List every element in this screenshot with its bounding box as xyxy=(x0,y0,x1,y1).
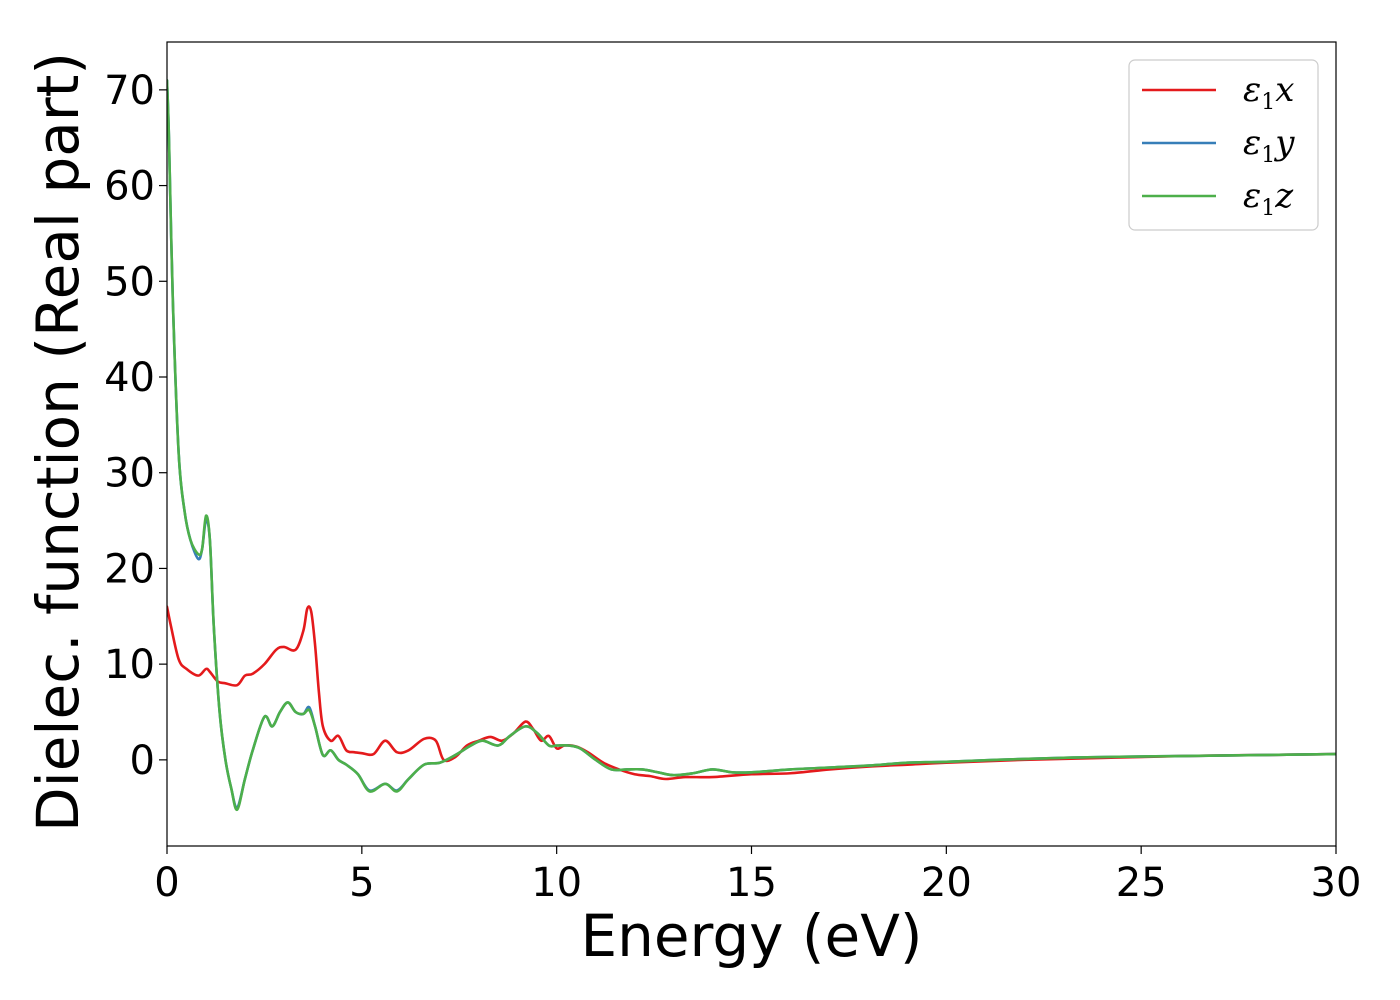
legend-label-z: ε1z xyxy=(1243,176,1294,221)
x-tick-label: 25 xyxy=(1116,860,1167,906)
legend-box xyxy=(1128,59,1319,231)
x-tick-label: 30 xyxy=(1311,860,1362,906)
y-axis: 0 10 20 30 40 50 60 70 xyxy=(104,68,167,784)
legend-label-x: ε1x xyxy=(1243,70,1294,115)
x-axis-title: Energy (eV) xyxy=(580,902,922,970)
x-tick-label: 15 xyxy=(726,860,777,906)
legend: ε1x ε1y ε1z xyxy=(1128,59,1319,231)
y-axis-title: Dielec. function (Real part) xyxy=(24,52,92,832)
y-tick-label: 60 xyxy=(104,164,155,210)
y-tick-label: 20 xyxy=(104,546,155,592)
x-tick-label: 5 xyxy=(349,860,374,906)
x-tick-label: 10 xyxy=(531,860,582,906)
x-tick-label: 20 xyxy=(921,860,972,906)
y-tick-label: 40 xyxy=(104,355,155,401)
y-tick-label: 70 xyxy=(104,68,155,114)
legend-label-y: ε1y xyxy=(1243,123,1295,168)
x-axis: 0 5 10 15 20 25 30 xyxy=(154,846,1361,906)
y-tick-label: 30 xyxy=(104,451,155,497)
y-tick-label: 0 xyxy=(130,738,155,784)
series-layer xyxy=(167,78,1336,811)
y-tick-label: 10 xyxy=(104,642,155,688)
series-line-x xyxy=(167,605,1336,781)
series-line-z xyxy=(167,78,1336,811)
y-tick-label: 50 xyxy=(104,259,155,305)
x-tick-label: 0 xyxy=(154,860,179,906)
